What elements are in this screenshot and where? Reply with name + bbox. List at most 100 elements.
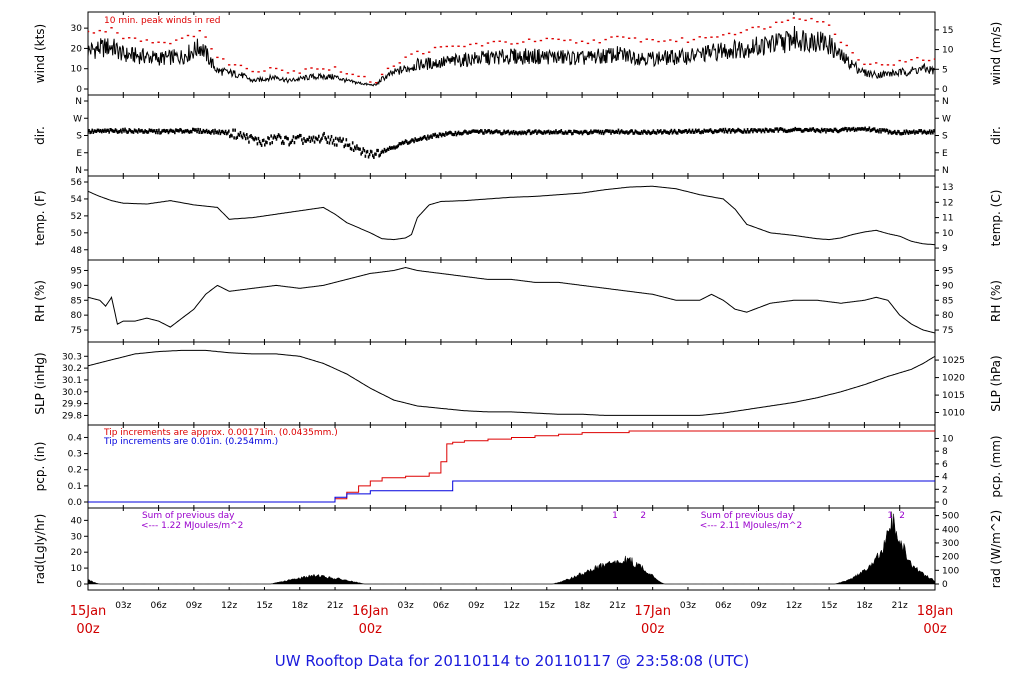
series-wind-direction-point (504, 131, 506, 135)
y-tick-label-right: 6 (942, 460, 948, 470)
series-wind-direction-point (202, 128, 205, 133)
series-wind-direction-point (765, 128, 768, 132)
series-wind-direction-point (113, 129, 116, 133)
series-wind-direction-point (898, 130, 900, 134)
y-tick-label-left: S (76, 132, 82, 142)
series-wind-direction-point (312, 135, 315, 139)
series-wind-direction-point (158, 128, 160, 132)
series-wind-direction-point (619, 130, 622, 134)
series-wind-direction-point (758, 128, 761, 132)
series-wind-direction-point (222, 130, 225, 134)
series-10-min-peak-winds-point (310, 67, 313, 69)
series-wind-direction-point (792, 127, 794, 132)
series-wind-direction-point (354, 145, 356, 149)
series-wind-direction-point (104, 128, 106, 132)
series-10-min-peak-winds-point (792, 17, 796, 19)
series-wind-direction-point (905, 129, 908, 133)
series-wind-direction-point (251, 135, 253, 139)
series-wind-direction-point (836, 129, 839, 134)
series-wind-direction-point (525, 132, 528, 136)
series-wind-direction-point (577, 130, 580, 135)
series-wind-direction-point (380, 150, 383, 155)
series-wind-direction-point (531, 130, 534, 134)
series-wind-direction-point (416, 138, 419, 142)
series-10-min-peak-winds-point (327, 69, 331, 71)
series-10-min-peak-winds-point (92, 32, 96, 34)
y-tick-label-left: 95 (71, 266, 82, 276)
series-wind-direction-point (541, 131, 544, 135)
series-wind-direction-point (261, 138, 264, 143)
series-wind-direction-point (519, 130, 521, 134)
series-wind-direction-point (214, 128, 216, 132)
series-wind-direction-point (102, 128, 104, 133)
series-10-min-peak-winds-point (545, 37, 548, 40)
series-wind-direction-point (162, 129, 164, 133)
series-wind-direction-point (703, 128, 705, 132)
series-wind-direction-point (438, 132, 441, 136)
series-wind-direction-point (558, 130, 560, 134)
series-wind-direction-point (746, 128, 749, 132)
series-wind-direction-point (107, 128, 109, 132)
series-wind-direction-point (174, 131, 176, 135)
series-wind-direction-point (219, 131, 222, 136)
series-wind-direction-point (795, 127, 798, 132)
series-wind-direction-point (908, 130, 911, 134)
series-wind-direction-point (120, 128, 122, 132)
series-wind-direction-point (897, 129, 899, 134)
series-10-min-peak-winds-point (275, 67, 278, 70)
series-wind-direction-point (106, 128, 108, 132)
series-10-min-peak-winds-point (880, 64, 884, 66)
series-wind-direction-point (329, 138, 332, 142)
series-10-min-peak-winds-point (745, 29, 748, 31)
series-wind-direction-point (863, 127, 865, 131)
series-wind-direction-point (166, 129, 169, 133)
y-tick-label-right: 90 (942, 281, 954, 291)
series-wind-direction-point (366, 149, 369, 154)
series-wind-direction-point (914, 131, 916, 135)
series-wind-direction-point (658, 129, 661, 134)
series-wind-direction-point (165, 129, 168, 133)
panel-rh-plot (88, 266, 935, 334)
series-wind-direction-point (565, 131, 568, 135)
series-10-min-peak-winds-point (739, 31, 743, 34)
series-wind-direction-point (724, 127, 727, 131)
y-axis-label-left: temp. (F) (33, 190, 47, 245)
series-wind-direction-point (271, 140, 274, 145)
series-wind-direction-point (618, 131, 621, 135)
series-10-min-peak-winds-point (157, 41, 160, 43)
series-10-min-peak-winds-point (116, 32, 119, 34)
series-wind-direction-point (406, 141, 409, 145)
series-10-min-peak-winds-point (416, 50, 419, 53)
series-wind-direction-point (235, 136, 238, 140)
series-wind-direction-point (676, 131, 679, 135)
series-wind-direction-point (99, 128, 102, 133)
series-wind-direction-point (688, 128, 691, 132)
series-wind-direction-point (344, 143, 347, 147)
series-wind-direction-point (891, 131, 894, 135)
x-tick-label: 09z (468, 601, 484, 611)
series-wind-direction-point (381, 149, 384, 153)
panel-pcp: 0.0 0.1 0.2 0.3 0.4 0 2 4 6 8 10 pcp. (in) pcp. (mm)… (33, 424, 1003, 509)
y-axis-label-right: pcp. (mm) (989, 435, 1003, 497)
series-wind-direction-point (391, 146, 393, 150)
series-wind-direction-point (331, 141, 334, 145)
series-wind-direction-point (533, 129, 536, 133)
series-wind-direction-point (91, 128, 94, 132)
series-wind-direction-point (417, 138, 420, 142)
series-wind-direction-point (337, 137, 339, 141)
series-wind-direction-point (886, 128, 889, 133)
series-wind-direction-point (131, 130, 134, 134)
series-wind-direction-point (680, 130, 682, 134)
series-wind-direction-point (356, 144, 358, 148)
series-wind-direction-point (134, 129, 137, 133)
x-tick-label: 21z (892, 601, 908, 611)
series-wind-direction-point (220, 130, 223, 134)
panel-rh-frame (87, 259, 936, 343)
series-wind-direction-point (679, 129, 681, 133)
series-wind-direction-point (700, 131, 702, 135)
series-wind-direction-point (543, 130, 546, 134)
series-wind-direction-point (566, 131, 569, 135)
series-wind-direction-point (453, 132, 456, 137)
y-tick-label-right: W (942, 114, 951, 124)
series-10-min-peak-winds-point (210, 48, 213, 50)
